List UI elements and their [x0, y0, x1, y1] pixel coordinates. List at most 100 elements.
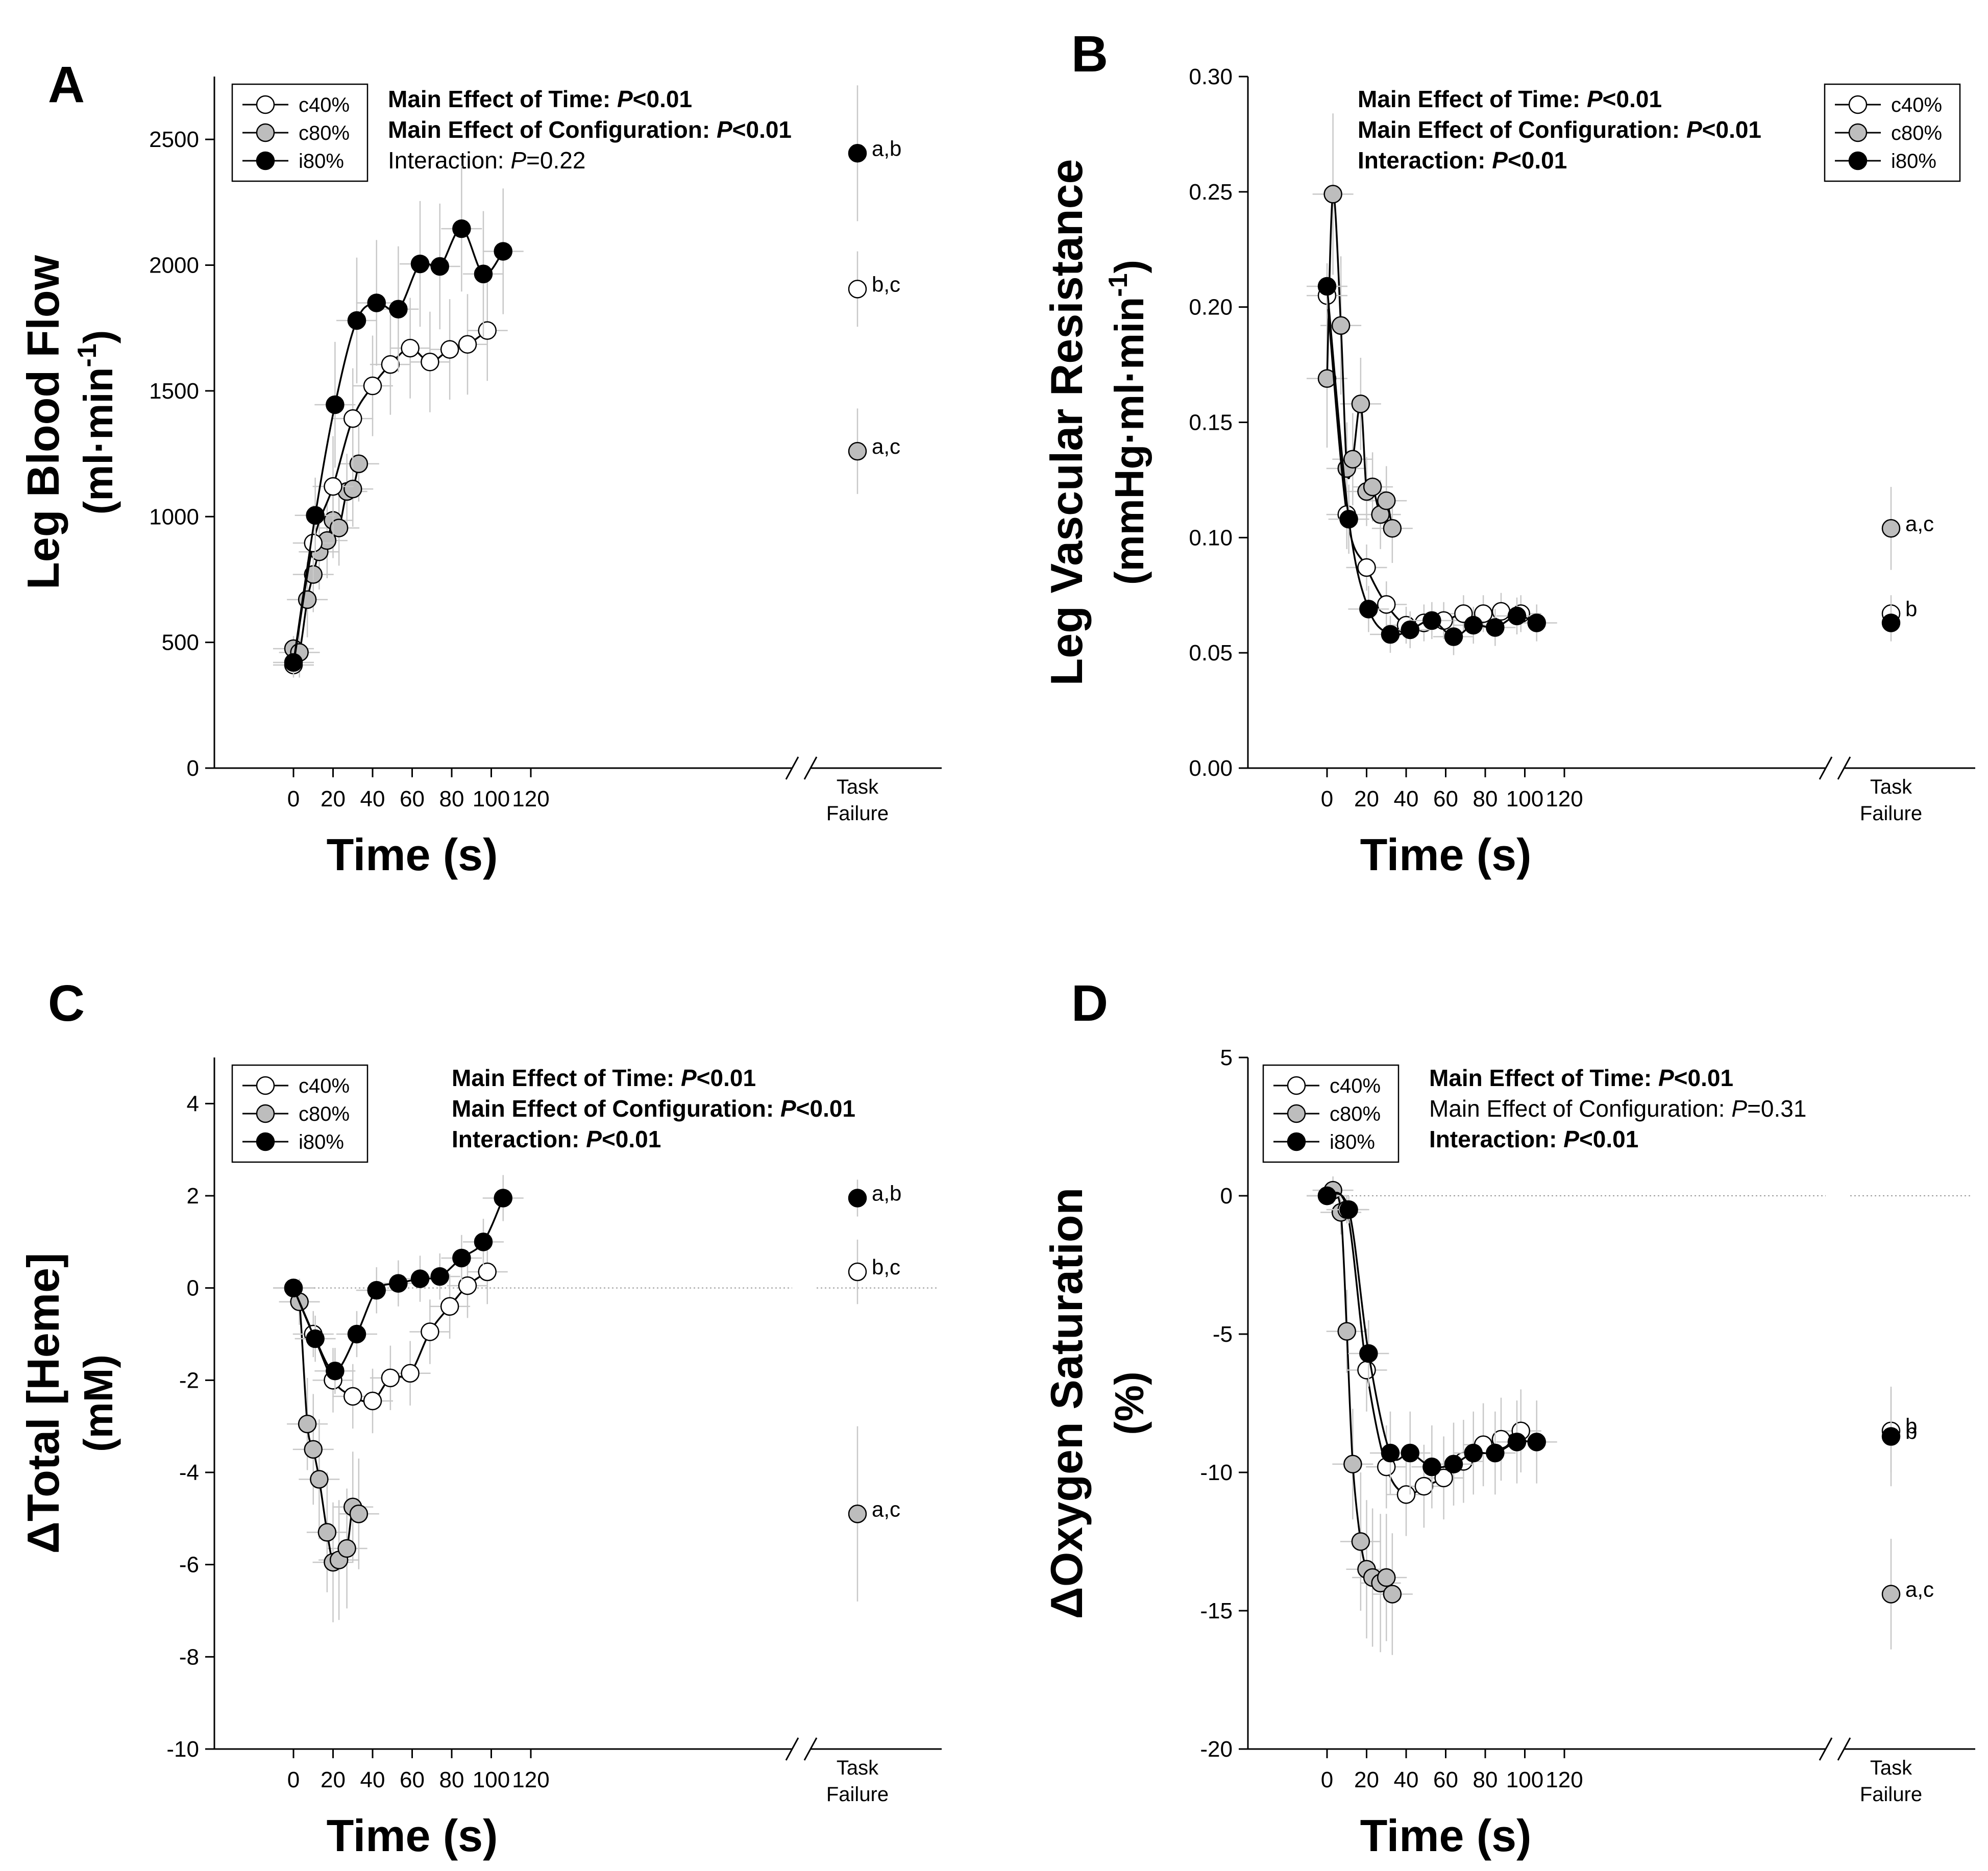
y-tick-label: 0.25 [1189, 180, 1233, 205]
series-c40pct: b,c [273, 1239, 900, 1434]
legend-marker [1848, 123, 1868, 142]
stats-line: Main Effect of Configuration: P<0.01 [1358, 116, 1761, 143]
legend-label: c40% [1891, 94, 1942, 116]
legend: c40% c80% i80% [1262, 1064, 1400, 1163]
series-c80pct: a,c [1307, 113, 1934, 570]
task-failure-label: b [1905, 597, 1917, 621]
y-tick-label: 0.15 [1189, 410, 1233, 435]
data-point [310, 1470, 329, 1489]
x-axis-title: Time (s) [327, 1810, 498, 1861]
data-point [1383, 1585, 1402, 1604]
data-point [474, 264, 493, 284]
y-tick-label: 0 [1220, 1184, 1233, 1209]
panel-a: A 0 500 1000 1500 2000 2500 0 20 40 60 80 100 120 Task… [18, 56, 942, 880]
data-point [317, 1523, 337, 1542]
data-point [1339, 509, 1358, 529]
x-tick-label: 40 [360, 786, 385, 811]
data-point [324, 477, 342, 496]
data-point [494, 1189, 512, 1208]
task-failure-point [1881, 519, 1901, 538]
task-failure-point [848, 280, 867, 299]
x-tick-label: 40 [1394, 786, 1419, 811]
data-point [1486, 618, 1505, 637]
series-c40pct: b [1307, 1186, 1917, 1536]
data-point [1396, 1485, 1416, 1504]
y-tick-label: 2 [187, 1184, 199, 1209]
data-point [306, 1329, 325, 1348]
data-point [1464, 616, 1483, 635]
legend-label: c40% [1330, 1075, 1381, 1097]
stats-line: Interaction: P<0.01 [1358, 147, 1567, 174]
series-c80pct: a,c [273, 1278, 900, 1622]
data-point [1464, 1443, 1483, 1463]
x-tick-label: 0 [1321, 1767, 1333, 1792]
panel-letter: C [48, 975, 85, 1032]
y-tick-label: 4 [187, 1091, 199, 1116]
x-tick-label: 20 [1354, 1767, 1379, 1792]
data-point [410, 254, 430, 274]
x-tick-label: 60 [400, 786, 425, 811]
legend-marker [256, 95, 275, 114]
panel-letter: A [48, 56, 85, 113]
x-task-label: Task [1870, 776, 1912, 798]
legend-marker [1287, 1104, 1306, 1123]
data-point [284, 1278, 303, 1297]
data-point [1434, 1468, 1453, 1488]
data-point [389, 1274, 408, 1293]
y-tick-label: 1500 [149, 379, 199, 404]
x-tick-label: 0 [1321, 786, 1333, 811]
data-point [337, 1539, 356, 1558]
y-axis-title: Leg Vascular Resistance [1041, 159, 1092, 685]
axis-break-mark [1837, 1737, 1851, 1761]
y-tick-label: 2000 [149, 253, 199, 278]
y-axis-title: Leg Blood Flow [18, 255, 68, 589]
data-point [329, 519, 349, 537]
data-point [1507, 606, 1527, 626]
x-tick-label: 120 [1545, 1767, 1583, 1792]
data-point [343, 1387, 362, 1406]
task-failure-point [848, 1189, 867, 1208]
x-tick-label: 120 [1545, 786, 1583, 811]
legend-marker [1848, 151, 1868, 170]
legend-label: i80% [299, 150, 344, 173]
data-point [1507, 1433, 1527, 1451]
data-point [421, 352, 439, 372]
stats-line: Interaction: P=0.22 [388, 147, 585, 174]
legend: c40% c80% i80% [231, 83, 369, 182]
y-tick-label: 2500 [149, 127, 199, 152]
data-point [347, 311, 366, 330]
data-point [1401, 1443, 1419, 1463]
legend-label: c80% [1891, 122, 1942, 144]
panel-letter: B [1071, 26, 1108, 83]
data-point [1414, 1476, 1434, 1496]
legend-label: c80% [299, 1103, 350, 1125]
x-tick-label: 60 [1433, 1767, 1458, 1792]
x-tick-label: 60 [400, 1767, 425, 1792]
data-point [1381, 1443, 1400, 1463]
task-failure-label: b [1905, 1420, 1917, 1444]
data-point [343, 479, 362, 499]
legend-label: c80% [299, 122, 350, 144]
data-point [478, 321, 497, 340]
data-point [298, 1414, 317, 1434]
data-point [421, 1322, 439, 1341]
y-axis-title: ΔOxygen Saturation [1041, 1188, 1092, 1619]
task-failure-label: a,c [872, 434, 900, 458]
data-point [1422, 611, 1441, 630]
stats-block: Main Effect of Time: P<0.01 Main Effect o… [1429, 1065, 1806, 1152]
data-point [452, 219, 471, 238]
y-tick-label: -10 [166, 1737, 199, 1762]
x-task-label: Failure [826, 1783, 889, 1806]
task-failure-label: b [1905, 1414, 1917, 1438]
y-axis-title: ΔTotal [Heme] [18, 1253, 68, 1554]
series-c80pct: a,c [273, 408, 900, 678]
legend-marker [256, 1132, 275, 1151]
data-point [1337, 1322, 1356, 1341]
data-point [343, 409, 362, 428]
axis-break-mark [803, 756, 818, 780]
data-point [458, 335, 477, 354]
data-point [1486, 1443, 1505, 1463]
stats-line: Main Effect of Time: P<0.01 [1358, 86, 1662, 112]
legend-marker [1848, 95, 1868, 114]
